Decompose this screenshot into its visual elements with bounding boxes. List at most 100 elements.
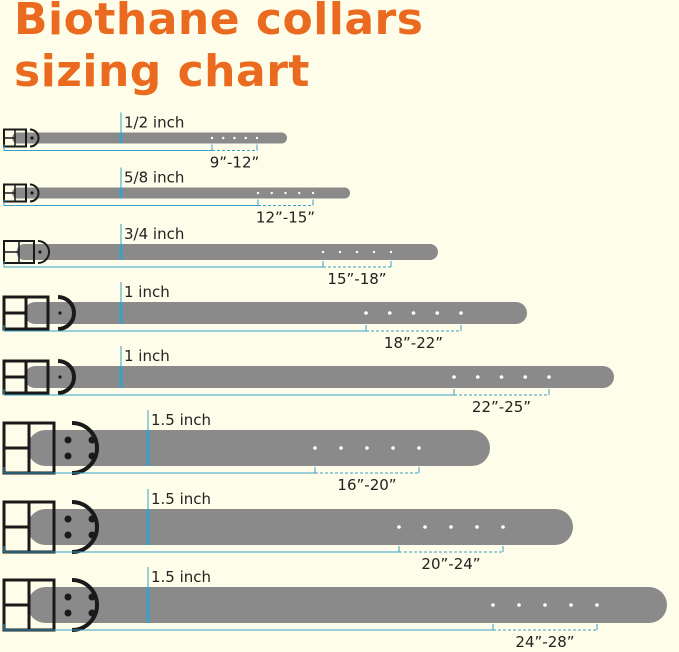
size-label: 24”-28” <box>515 633 574 651</box>
strap-hole <box>397 525 401 529</box>
strap-hole <box>284 191 287 195</box>
strap-hole <box>311 191 315 195</box>
collar-5: 1 inch 22”-25” <box>2 346 614 416</box>
length-bracket <box>3 467 316 474</box>
d-ring-icon <box>37 240 50 264</box>
collar-3: 3/4 inch 15”-18” <box>3 224 438 288</box>
strap-hole <box>595 603 599 607</box>
strap-hole <box>364 311 368 315</box>
strap-hole <box>517 603 521 607</box>
d-ring-icon <box>29 128 40 148</box>
d-ring-icon <box>71 578 99 632</box>
length-bracket <box>3 144 213 151</box>
strap-hole <box>417 446 421 450</box>
rivet <box>58 311 62 315</box>
size-label: 18”-22” <box>384 334 443 352</box>
width-label: 1.5 inch <box>151 568 211 586</box>
rivet <box>30 191 34 195</box>
size-label: 15”-18” <box>327 270 386 288</box>
rivet <box>38 250 42 254</box>
rivet <box>88 531 96 539</box>
rivet <box>64 531 72 539</box>
collar-strap <box>24 366 614 388</box>
rivet <box>30 136 34 140</box>
width-marker <box>119 132 123 144</box>
strap-hole <box>222 136 225 140</box>
size-label: 20”-24” <box>421 555 480 573</box>
rivet <box>88 452 96 460</box>
length-bracket <box>3 546 400 553</box>
width-label: 1 inch <box>124 347 170 365</box>
width-marker <box>146 430 150 466</box>
rivet <box>64 452 72 460</box>
length-bracket <box>3 261 324 268</box>
length-bracket <box>3 325 367 332</box>
width-marker <box>119 366 123 388</box>
strap-hole <box>491 603 495 607</box>
strap-hole <box>501 525 505 529</box>
width-marker <box>119 187 123 199</box>
width-marker <box>146 509 150 545</box>
width-label: 1/2 inch <box>124 114 184 132</box>
strap-hole <box>313 446 317 450</box>
strap-hole <box>391 446 395 450</box>
strap-hole <box>499 375 504 379</box>
strap-hole <box>321 250 325 254</box>
collar-7: 1.5 inch 20”-24” <box>2 489 573 573</box>
strap-hole <box>475 525 479 529</box>
strap-hole <box>365 446 369 450</box>
collar-6: 1.5 inch 16”-20” <box>2 410 490 494</box>
width-marker <box>146 587 150 623</box>
strap-hole <box>423 525 427 529</box>
rivet <box>88 609 96 617</box>
width-marker <box>119 302 123 324</box>
strap-hole <box>270 191 273 195</box>
strap-hole <box>411 311 416 315</box>
length-bracket <box>3 624 494 631</box>
rivet <box>88 515 96 523</box>
size-label: 9”-12” <box>210 154 260 172</box>
d-ring-icon <box>57 295 76 331</box>
strap-hole <box>435 311 440 315</box>
strap-hole <box>543 603 547 607</box>
collar-strap <box>12 187 350 199</box>
rivet <box>58 375 62 379</box>
strap-hole <box>547 375 551 379</box>
strap-hole <box>298 191 301 195</box>
collar-8: 1.5 inch 24”-28” <box>2 567 667 651</box>
collar-strap <box>24 302 527 324</box>
collar-strap <box>27 587 667 623</box>
width-label: 1.5 inch <box>151 490 211 508</box>
strap-hole <box>256 191 260 195</box>
title-line-1: Biothane collars <box>14 0 424 45</box>
strap-hole <box>338 250 342 254</box>
size-label: 12”-15” <box>256 209 315 227</box>
strap-hole <box>355 250 359 254</box>
strap-hole <box>244 136 247 140</box>
strap-hole <box>387 311 392 315</box>
rivet <box>64 436 72 444</box>
strap-hole <box>475 375 480 379</box>
size-label: 16”-20” <box>337 476 396 494</box>
strap-hole <box>339 446 343 450</box>
strap-hole <box>389 250 393 254</box>
width-label: 1.5 inch <box>151 411 211 429</box>
strap-hole <box>233 136 236 140</box>
strap-hole <box>372 250 376 254</box>
d-ring-icon <box>57 359 76 395</box>
width-label: 3/4 inch <box>124 225 184 243</box>
strap-hole <box>459 311 463 315</box>
rivet <box>88 593 96 601</box>
width-label: 5/8 inch <box>124 169 184 187</box>
size-label: 22”-25” <box>472 398 531 416</box>
strap-hole <box>255 136 259 140</box>
rivet <box>88 436 96 444</box>
collar-2: 5/8 inch 12”-15” <box>3 167 350 227</box>
width-marker <box>119 244 123 260</box>
strap-hole <box>569 603 573 607</box>
collar-strap <box>12 132 287 144</box>
rivet <box>64 593 72 601</box>
length-bracket <box>3 389 455 396</box>
width-label: 1 inch <box>124 283 170 301</box>
